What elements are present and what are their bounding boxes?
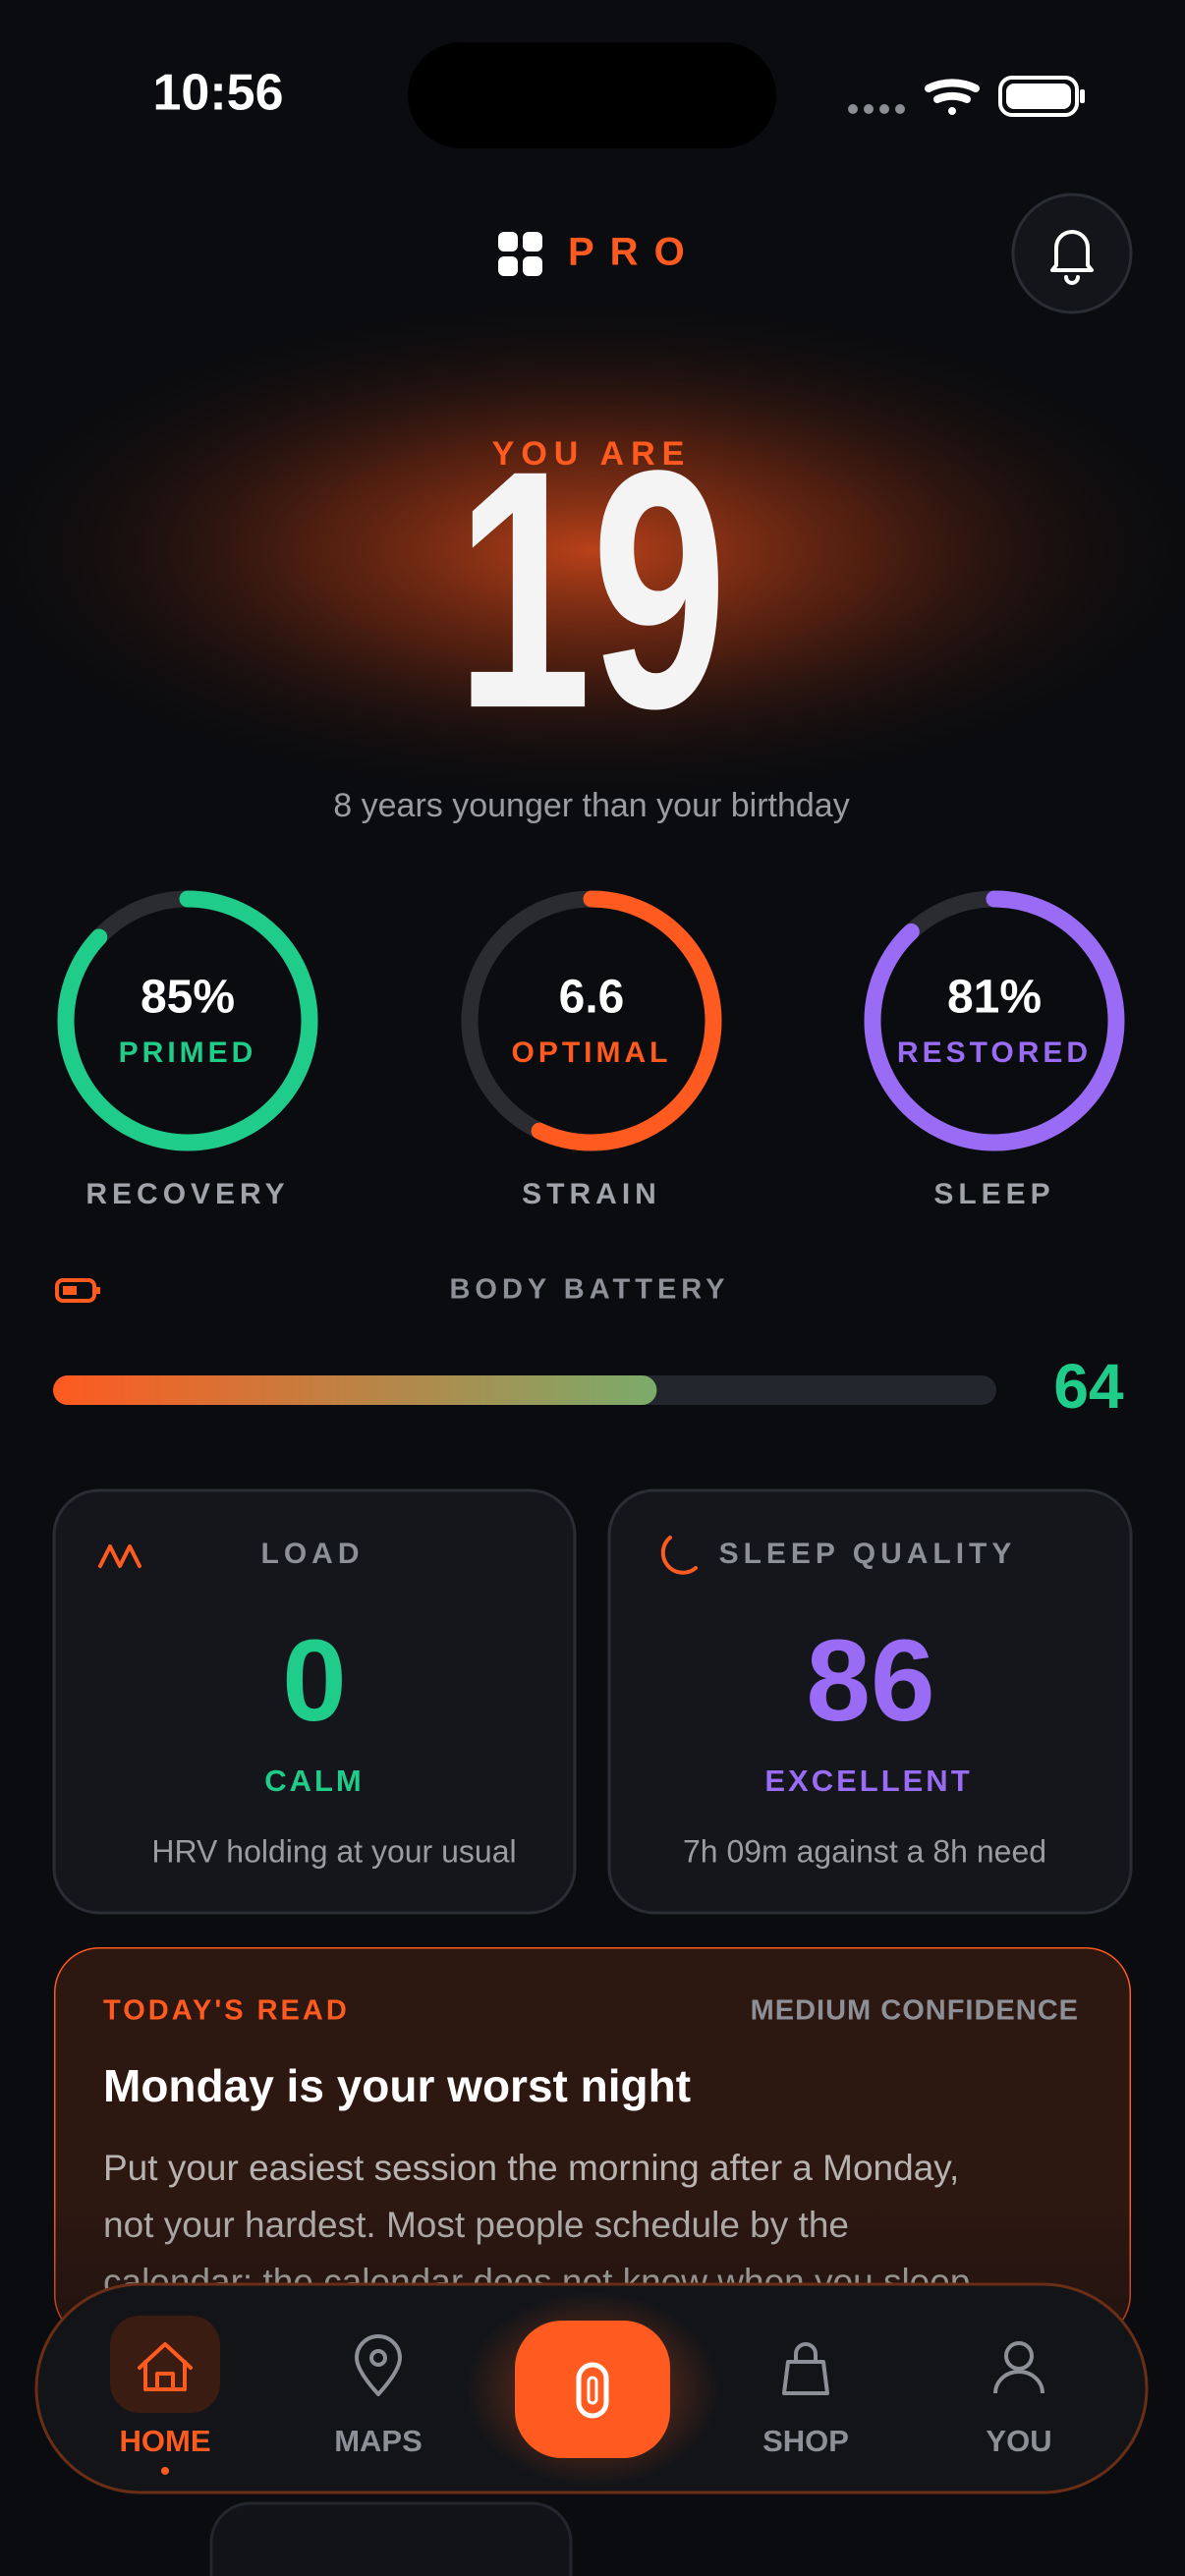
ring-arc (864, 890, 1125, 1151)
ring-status: PRIMED (119, 1036, 257, 1069)
wifi-icon (925, 79, 980, 115)
read-body-line: Put your easiest session the morning aft… (103, 2148, 959, 2188)
body-battery-value: 64 (1053, 1351, 1124, 1422)
card-description: 7h 09m against a 8h need (683, 1833, 1046, 1869)
active-dot (161, 2467, 169, 2475)
nav-label[interactable]: SHOP (762, 2424, 849, 2458)
read-confidence: MEDIUM CONFIDENCE (751, 1995, 1079, 2027)
read-eyebrow: TODAY'S READ (103, 1995, 350, 2027)
ring-value: 6.6 (559, 972, 625, 1024)
read-title: Monday is your worst night (103, 2060, 691, 2111)
hero-eyebrow: YOU ARE (492, 435, 692, 473)
ring-label: RECOVERY (85, 1178, 289, 1210)
ring-arc (57, 890, 318, 1151)
you-icon (993, 2341, 1044, 2394)
card-description: HRV holding at your usual (151, 1833, 516, 1869)
shop-icon (782, 2342, 829, 2395)
ring-status: RESTORED (897, 1036, 1092, 1069)
ring-label: SLEEP (933, 1178, 1054, 1210)
card-title: LOAD (261, 1538, 365, 1570)
battery-icon (998, 76, 1085, 117)
next-card-peek (209, 2501, 573, 2576)
hero-glow (0, 295, 1185, 806)
nav-label[interactable]: HOME (120, 2424, 211, 2458)
notification-button[interactable] (1011, 193, 1133, 314)
metric-rings: 85% PRIMED RECOVERY 6.6 OPTIMAL STRAIN 81% REST… (57, 890, 1125, 1210)
card-status: CALM (264, 1764, 365, 1798)
load-icon (98, 1544, 141, 1568)
brand-name: PRO (568, 231, 701, 274)
status-time: 10:56 (153, 65, 284, 122)
card-status: EXCELLENT (764, 1764, 972, 1798)
load-card[interactable]: LOAD 0 CALM HRV holding at your usual (52, 1488, 577, 1915)
ring-arc (461, 890, 722, 1151)
body-battery-label: BODY BATTERY (449, 1274, 729, 1306)
card-value: 0 (282, 1616, 347, 1746)
dynamic-island (408, 42, 776, 148)
ring-status: OPTIMAL (512, 1036, 672, 1069)
center-icon (576, 2362, 609, 2419)
nav-label[interactable]: YOU (986, 2424, 1051, 2458)
card-value: 86 (806, 1616, 934, 1746)
center-action-button[interactable] (515, 2321, 670, 2458)
maps-icon (355, 2334, 402, 2396)
brand-logo (498, 232, 542, 276)
nav-label[interactable]: MAPS (334, 2424, 423, 2458)
bottom-nav: HOME MAPS SHOP YOU (34, 2282, 1149, 2494)
ring-label: STRAIN (522, 1178, 661, 1210)
sleep-quality-card[interactable]: SLEEP QUALITY 86 EXCELLENT 7h 09m agains… (607, 1488, 1133, 1915)
card-title: SLEEP QUALITY (719, 1538, 1017, 1570)
moon-icon (660, 1536, 698, 1575)
signal-dots (848, 104, 905, 114)
home-icon (138, 2342, 193, 2391)
body-battery-fill (53, 1375, 657, 1405)
body-battery-icon (55, 1278, 100, 1303)
ring-value: 85% (141, 972, 235, 1024)
ring-value: 81% (947, 972, 1042, 1024)
hero-age: 19 (456, 400, 727, 779)
hero-subtitle: 8 years younger than your birthday (333, 787, 849, 824)
